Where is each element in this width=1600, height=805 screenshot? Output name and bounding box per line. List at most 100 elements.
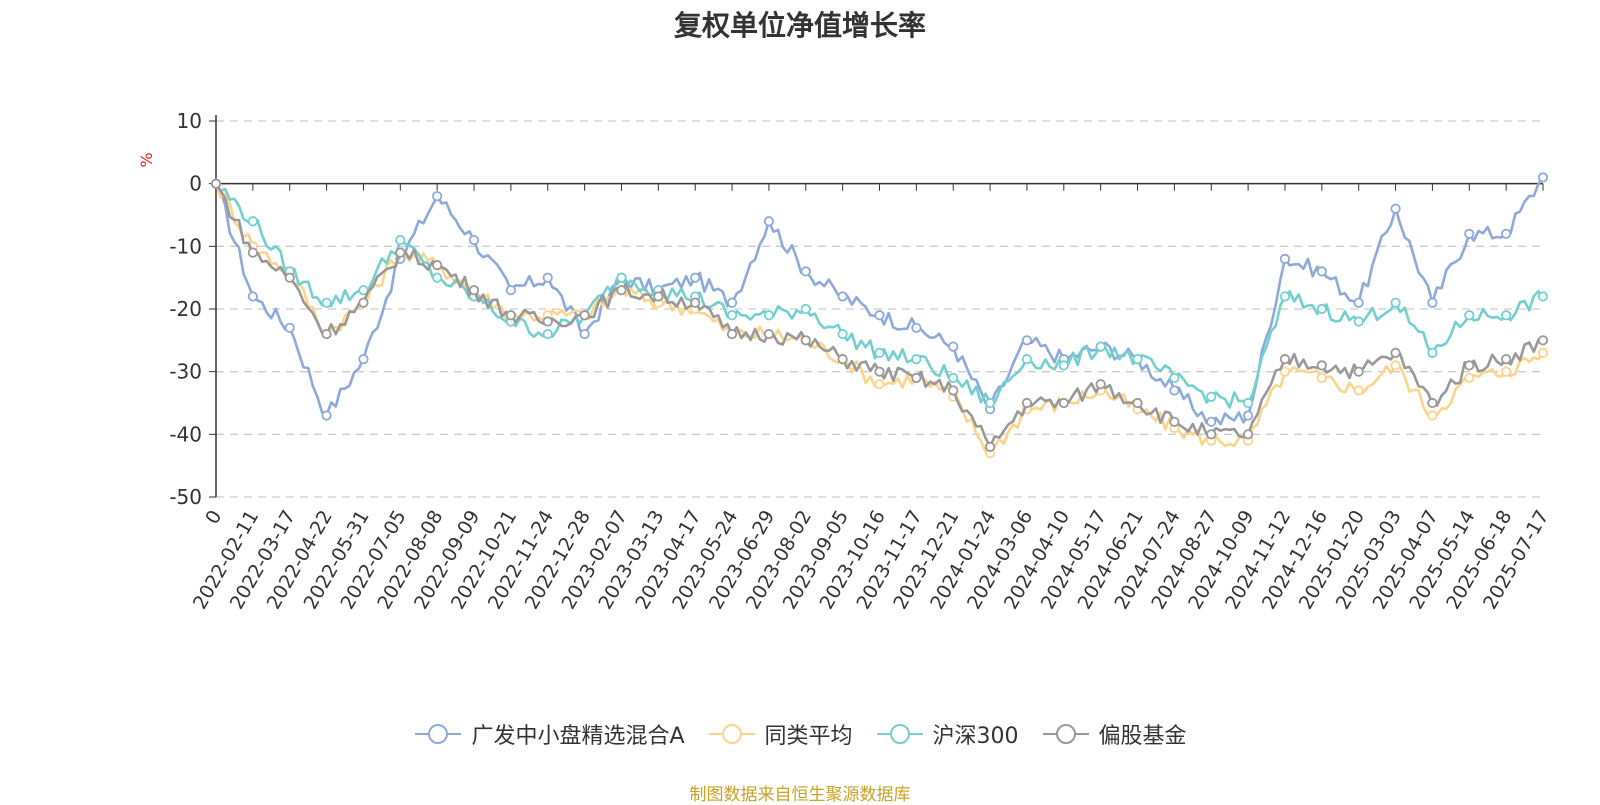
data-point[interactable] — [763, 216, 775, 227]
data-point[interactable] — [1537, 335, 1549, 346]
data-point[interactable] — [1095, 379, 1106, 390]
data-point[interactable] — [984, 397, 996, 409]
data-point[interactable] — [1279, 253, 1291, 264]
data-point[interactable] — [1353, 366, 1364, 377]
data-point[interactable] — [1537, 347, 1549, 358]
data-point[interactable] — [321, 410, 332, 421]
data-point[interactable] — [1390, 360, 1401, 371]
data-point[interactable] — [1021, 335, 1033, 346]
data-point[interactable] — [1316, 360, 1327, 371]
data-point[interactable] — [542, 316, 553, 327]
data-point[interactable] — [1316, 303, 1327, 315]
data-point[interactable] — [210, 178, 222, 189]
data-point[interactable] — [726, 328, 738, 340]
data-point[interactable] — [1427, 347, 1438, 358]
data-point[interactable] — [468, 234, 480, 246]
data-point[interactable] — [1501, 310, 1512, 321]
data-point[interactable] — [948, 372, 959, 384]
data-point[interactable] — [1464, 360, 1475, 371]
data-point[interactable] — [948, 385, 959, 396]
data-point[interactable] — [1021, 397, 1033, 409]
data-point[interactable] — [911, 322, 922, 333]
data-point[interactable] — [1243, 410, 1254, 421]
data-point[interactable] — [505, 310, 516, 321]
data-point[interactable] — [911, 354, 922, 365]
data-point[interactable] — [1427, 410, 1438, 421]
data-point[interactable] — [616, 272, 627, 283]
data-point[interactable] — [874, 347, 885, 358]
data-point[interactable] — [432, 191, 443, 202]
data-point[interactable] — [1206, 416, 1217, 427]
data-point[interactable] — [432, 272, 443, 283]
data-point[interactable] — [874, 366, 885, 377]
data-point[interactable] — [1464, 310, 1475, 321]
data-point[interactable] — [1427, 397, 1438, 409]
data-point[interactable] — [874, 379, 885, 390]
data-point[interactable] — [1169, 416, 1180, 427]
data-point[interactable] — [1243, 429, 1254, 440]
data-point[interactable] — [358, 354, 369, 365]
data-point[interactable] — [1501, 354, 1512, 365]
data-point[interactable] — [1021, 354, 1033, 365]
data-point[interactable] — [1390, 347, 1401, 358]
data-point[interactable] — [321, 328, 332, 340]
data-point[interactable] — [948, 341, 959, 352]
data-point[interactable] — [1501, 228, 1512, 239]
data-point[interactable] — [542, 328, 553, 340]
legend-item-equity-fund[interactable]: 偏股基金 — [1041, 718, 1187, 750]
data-point[interactable] — [690, 297, 701, 308]
data-point[interactable] — [284, 272, 295, 283]
data-point[interactable] — [468, 285, 480, 296]
data-point[interactable] — [1353, 297, 1364, 308]
data-point[interactable] — [1132, 354, 1143, 365]
data-point[interactable] — [1169, 372, 1180, 384]
data-point[interactable] — [321, 297, 332, 308]
data-point[interactable] — [1206, 391, 1217, 402]
data-point[interactable] — [1537, 291, 1549, 302]
data-point[interactable] — [1279, 366, 1291, 377]
data-point[interactable] — [542, 272, 553, 283]
legend-item-fund[interactable]: 广发中小盘精选混合A — [413, 718, 685, 750]
data-point[interactable] — [284, 322, 295, 333]
data-point[interactable] — [653, 291, 664, 302]
data-point[interactable] — [395, 247, 406, 258]
legend-item-csi300[interactable]: 沪深300 — [875, 718, 1019, 750]
data-point[interactable] — [874, 310, 885, 321]
data-point[interactable] — [505, 285, 516, 296]
data-point[interactable] — [1353, 385, 1364, 396]
data-point[interactable] — [1427, 297, 1438, 308]
data-point[interactable] — [247, 216, 258, 227]
data-point[interactable] — [432, 260, 443, 271]
data-point[interactable] — [690, 272, 701, 283]
data-point[interactable] — [763, 328, 775, 340]
data-point[interactable] — [1279, 354, 1291, 365]
data-point[interactable] — [911, 372, 922, 384]
data-point[interactable] — [1353, 316, 1364, 327]
data-point[interactable] — [358, 297, 369, 308]
data-point[interactable] — [837, 291, 848, 302]
data-point[interactable] — [1243, 397, 1254, 409]
data-point[interactable] — [1058, 397, 1069, 409]
data-point[interactable] — [395, 234, 406, 246]
data-point[interactable] — [984, 441, 996, 452]
data-point[interactable] — [726, 297, 738, 308]
data-point[interactable] — [1206, 429, 1217, 440]
data-point[interactable] — [763, 310, 775, 321]
data-point[interactable] — [1390, 297, 1401, 308]
data-point[interactable] — [1390, 203, 1401, 214]
data-point[interactable] — [800, 266, 811, 277]
data-point[interactable] — [1501, 366, 1512, 377]
data-point[interactable] — [1169, 385, 1180, 396]
data-point[interactable] — [579, 328, 590, 340]
data-point[interactable] — [1316, 372, 1327, 384]
data-point[interactable] — [1279, 291, 1291, 302]
data-point[interactable] — [247, 291, 258, 302]
legend-item-peer-average[interactable]: 同类平均 — [707, 718, 853, 750]
data-point[interactable] — [247, 247, 258, 258]
data-point[interactable] — [1058, 360, 1069, 371]
data-point[interactable] — [1316, 266, 1327, 277]
data-point[interactable] — [1095, 341, 1106, 352]
data-point[interactable] — [800, 335, 811, 346]
data-point[interactable] — [837, 328, 848, 340]
data-point[interactable] — [616, 285, 627, 296]
